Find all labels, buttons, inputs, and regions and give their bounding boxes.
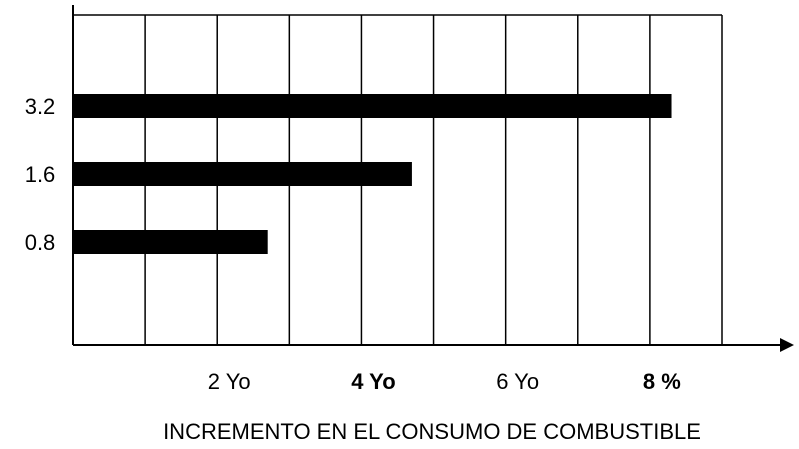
- axis-arrow: [780, 338, 794, 352]
- x-tick-label: 6 Yo: [496, 369, 539, 394]
- x-tick-label: 2 Yo: [208, 369, 251, 394]
- x-axis-label: INCREMENTO EN EL CONSUMO DE COMBUSTIBLE: [163, 419, 701, 444]
- bar: [73, 230, 268, 254]
- y-tick-label: 3.2: [25, 94, 56, 119]
- x-tick-label: 4 Yo: [351, 369, 395, 394]
- bar: [73, 162, 412, 186]
- y-tick-label: 0.8: [25, 230, 56, 255]
- x-tick-label: 8 %: [643, 369, 681, 394]
- bar: [73, 94, 672, 118]
- y-tick-label: 1.6: [25, 162, 56, 187]
